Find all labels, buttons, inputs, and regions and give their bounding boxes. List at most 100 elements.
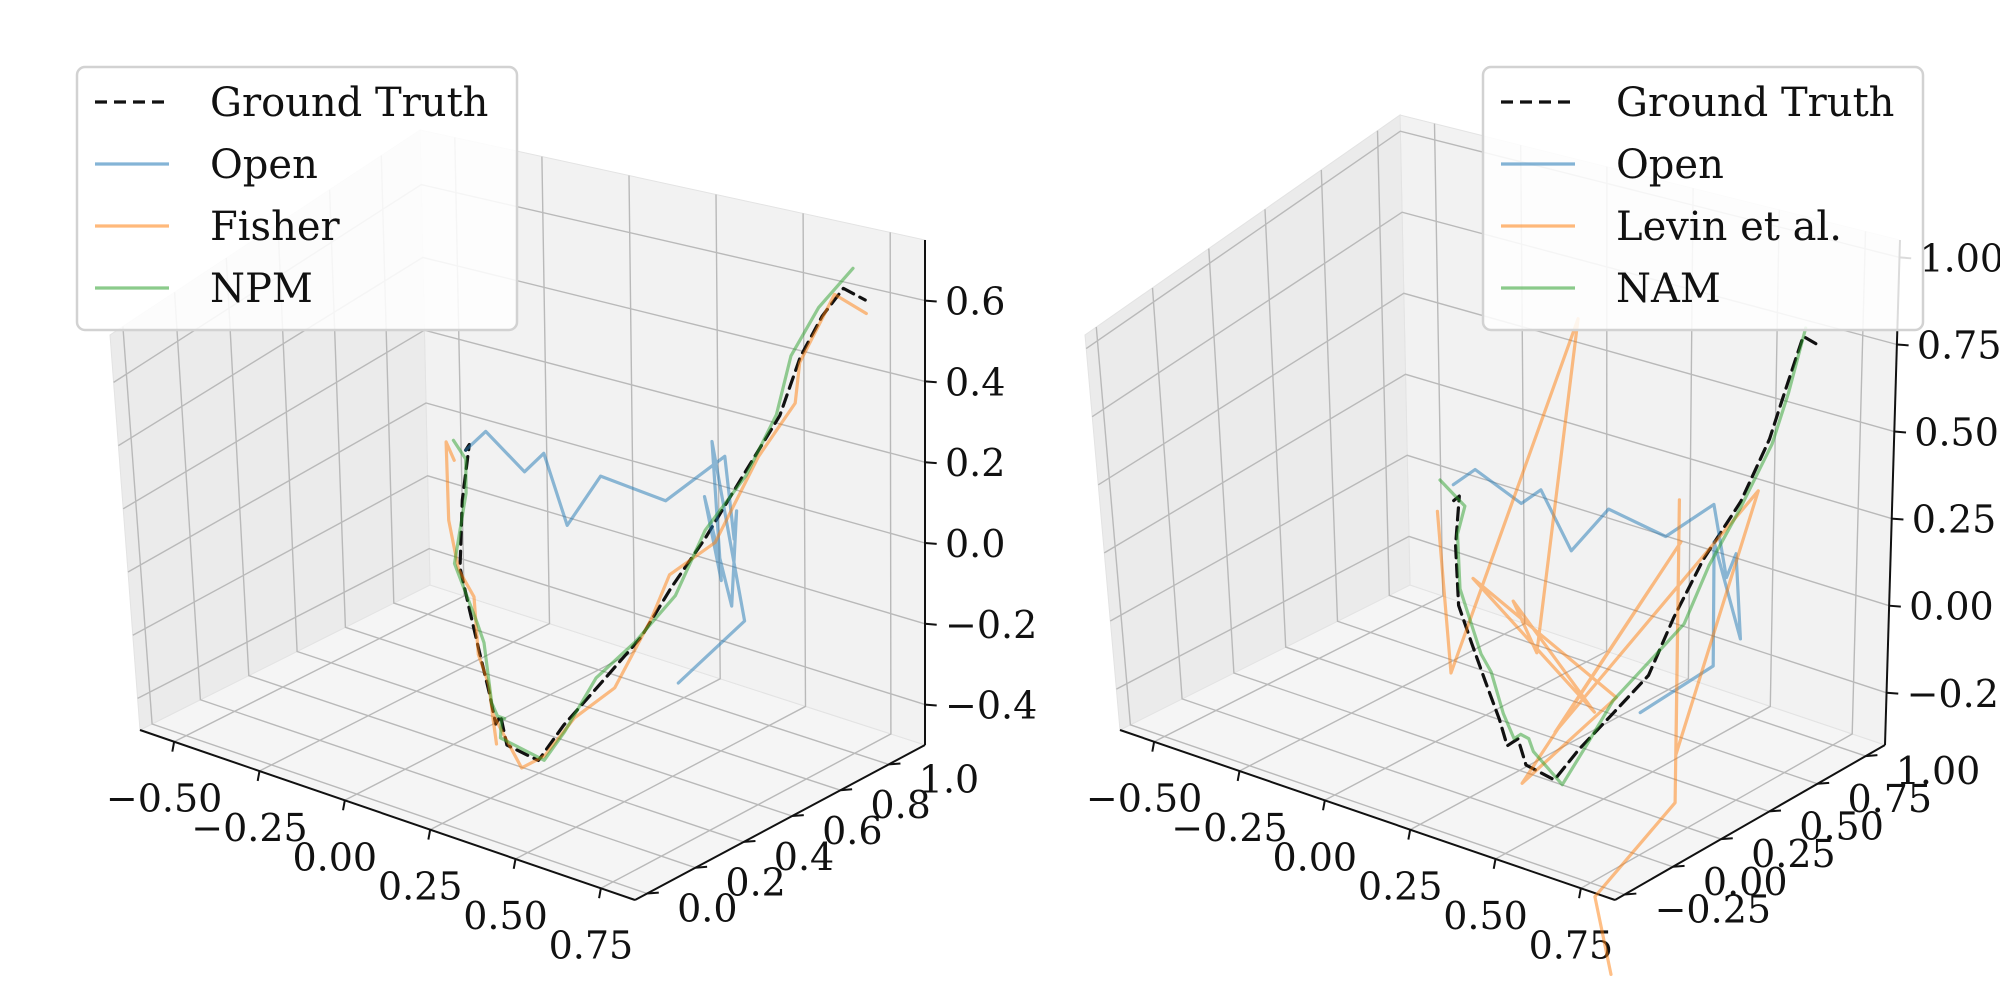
y-tick-label: 1.0 [919,757,979,801]
z-tick [924,299,937,303]
y-tick [1720,837,1733,841]
y-tick-label: −0.25 [1655,888,1771,932]
y-tick [888,762,901,766]
x-tick [171,741,176,752]
y-tick [1865,754,1878,758]
y-tick-label: 0.0 [677,887,737,931]
grid-line-y [173,292,696,869]
x-tick [256,770,261,782]
z-tick-label: −0.2 [945,603,1037,647]
x-tick [598,888,602,899]
z-tick [1886,691,1899,695]
grid-line-y [1264,209,1770,813]
y-axis-line [1614,744,1886,901]
z-tick-label: 0.4 [945,360,1005,404]
left-3d-plot: −0.50−0.250.000.250.500.750.00.20.40.60.… [75,65,1037,967]
grid-line-x [1495,209,1780,860]
x-tick-label: 0.50 [1443,894,1528,938]
grid-line-z [1097,292,1895,486]
grid-line-y [1095,327,1625,896]
z-tick-label: 0.50 [1914,411,1999,455]
grid-line-z [1103,373,1892,554]
y-tick [792,814,804,818]
grid-line-y [225,258,745,843]
x-tick-label: 0.25 [378,865,463,909]
series-group [444,266,868,770]
grid-line-z [132,475,926,636]
side-pane [1084,114,1411,731]
z-tick-label: 0.2 [945,441,1005,485]
grid-line-x [515,213,807,860]
z-tick-label: 0.6 [945,280,1005,324]
z-tick [1889,604,1901,608]
x-tick-label: −0.25 [191,806,307,850]
y-tick-label: 0.00 [1703,860,1788,904]
legend-box [1481,65,1925,332]
series-line-npm [451,266,855,762]
y-tick [1769,809,1782,813]
legend-label: Open [210,142,318,188]
series-line-fisher [444,292,868,770]
x-tick-label: 0.75 [549,923,634,967]
z-tick [924,542,937,545]
x-tick-label: 0.50 [463,894,548,938]
series-line-nam [1438,326,1808,787]
series-line-ground-truth [1452,334,1824,782]
y-tick-label: 0.6 [822,809,882,853]
y-tick-label: 0.4 [774,835,834,879]
z-tick-label: −0.4 [945,684,1037,728]
grid-line-y [277,223,793,817]
z-tick-label: 1.00 [1920,236,2000,280]
legend-label: Fisher [210,204,341,250]
grid-line-y [1208,248,1722,840]
z-tick [1896,343,1909,347]
z-tick [1894,430,1907,434]
x-tick [1236,770,1241,782]
grid-line-y [328,189,841,791]
grid-line-z [127,402,926,573]
x-tick-label: −0.25 [1171,806,1287,850]
grid-line-x [600,232,892,889]
series-line-open [1451,467,1743,715]
x-tick [1492,858,1497,870]
y-tick [840,788,853,792]
legend: Ground Truth Open Levin et al. NAM [1481,65,1925,332]
y-tick-label: 1.00 [1896,749,1981,793]
z-tick [924,380,937,384]
y-tick [695,865,708,869]
x-tick [1151,741,1156,752]
z-tick [924,461,937,465]
x-tick-label: −0.50 [1086,777,1202,821]
series-group [1435,317,1824,977]
grid-line-y [122,326,648,895]
legend: Ground Truth Open Fisher NPM [75,65,519,332]
x-tick-label: 0.75 [1529,923,1614,967]
x-tick [1322,800,1326,811]
x-tick-label: −0.50 [106,777,222,821]
y-tick [1672,864,1685,868]
grid-line-z [1109,454,1890,622]
grid-line-z [1116,535,1887,694]
z-tick-label: 0.75 [1917,324,2000,368]
grid-line-x [1409,188,1694,831]
legend-label: Open [1616,142,1724,188]
legend-label: NPM [210,266,313,312]
x-tick [427,829,432,840]
x-axis-line [1119,729,1616,901]
x-tick-label: 0.25 [1358,865,1443,909]
z-tick [1891,517,1904,521]
grid-line-x [1153,123,1444,743]
z-tick [924,622,937,626]
x-tick [1578,888,1582,899]
x-tick-label: 0.00 [1272,835,1357,879]
legend-label: Ground Truth [1616,80,1894,126]
x-axis-line [139,729,636,901]
series-line-levin-et-al [1435,317,1760,977]
z-tick-label: −0.25 [1907,672,2000,716]
y-tick [1817,781,1830,785]
y-axis-line [634,744,926,901]
y-tick-label: 0.25 [1751,832,1836,876]
x-tick-label: 0.00 [292,835,377,879]
z-tick [924,703,937,707]
